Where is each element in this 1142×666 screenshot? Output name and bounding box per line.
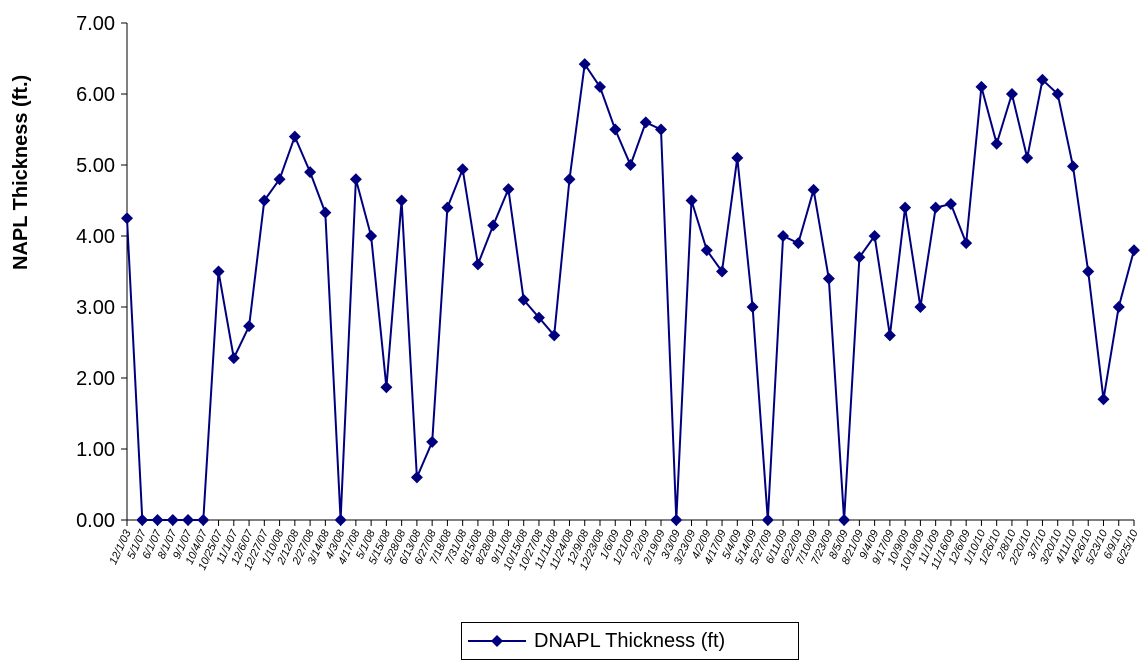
- data-point: [563, 173, 576, 186]
- data-point: [166, 514, 179, 526]
- data-point: [243, 320, 256, 333]
- data-point: [1097, 393, 1110, 406]
- data-point: [258, 194, 271, 207]
- legend: DNAPL Thickness (ft): [461, 622, 799, 660]
- y-axis-ticks: [121, 22, 127, 521]
- data-point: [273, 173, 286, 186]
- data-point: [395, 194, 408, 207]
- data-point: [944, 198, 957, 211]
- y-tick-label: 5.00: [76, 155, 115, 177]
- data-point: [471, 258, 484, 271]
- data-point: [182, 514, 195, 526]
- y-tick-label: 6.00: [76, 84, 115, 106]
- data-point: [670, 514, 683, 526]
- data-point: [716, 265, 729, 278]
- data-point: [1066, 160, 1079, 173]
- data-point: [212, 265, 225, 278]
- data-point: [1128, 244, 1140, 257]
- data-point: [349, 173, 362, 186]
- y-tick-label: 0.00: [76, 510, 115, 532]
- data-point: [487, 219, 500, 232]
- data-point: [288, 130, 301, 143]
- data-point: [319, 206, 332, 219]
- x-axis-tick-labels: 12/1/035/1/076/1/078/1/079/1/0710/4/0710…: [107, 527, 1141, 572]
- series-line-dnapl-thickness: [126, 61, 1135, 521]
- data-point: [868, 230, 881, 242]
- legend-marker-icon: [468, 635, 526, 647]
- data-point: [1082, 265, 1095, 278]
- data-point: [456, 163, 469, 176]
- data-point: [639, 116, 652, 129]
- data-point: [883, 329, 896, 342]
- data-point: [1051, 88, 1064, 100]
- data-point: [929, 201, 942, 214]
- data-point: [777, 230, 790, 242]
- data-point: [517, 293, 530, 306]
- data-point: [227, 352, 240, 365]
- data-point: [1021, 151, 1034, 164]
- data-point: [532, 311, 545, 324]
- data-point: [731, 151, 744, 164]
- y-tick-label: 2.00: [76, 368, 115, 390]
- data-point: [121, 212, 133, 225]
- data-point: [990, 137, 1003, 150]
- data-point: [807, 183, 820, 196]
- data-point: [899, 201, 912, 214]
- data-point: [410, 471, 423, 484]
- data-point: [304, 166, 317, 179]
- data-point: [960, 237, 973, 250]
- data-point: [975, 80, 988, 93]
- y-tick-label: 1.00: [76, 439, 115, 461]
- data-point: [624, 159, 637, 171]
- y-axis-tick-labels: 0.00 1.00 2.00 3.00 4.00 5.00 6.00 7.00: [76, 13, 115, 532]
- data-point: [548, 329, 561, 342]
- data-point: [502, 183, 515, 196]
- data-point: [838, 514, 851, 526]
- data-point: [1036, 73, 1049, 86]
- data-point: [578, 58, 591, 71]
- data-point: [151, 514, 164, 526]
- data-point: [136, 514, 149, 526]
- data-point: [380, 381, 393, 394]
- data-point: [746, 301, 759, 313]
- data-point: [426, 435, 439, 448]
- data-point: [655, 123, 668, 136]
- data-point: [365, 230, 378, 242]
- y-axis-label: NAPL Thickness (ft.): [10, 74, 32, 270]
- data-point: [853, 251, 866, 264]
- data-point: [197, 514, 210, 526]
- data-point: [334, 514, 347, 526]
- data-point: [822, 272, 835, 285]
- data-point: [1005, 88, 1018, 100]
- data-point: [761, 514, 774, 526]
- data-point: [593, 80, 606, 93]
- x-axis-ticks: [126, 520, 1135, 526]
- data-point: [914, 301, 927, 313]
- data-point: [441, 201, 454, 214]
- y-tick-label: 4.00: [76, 226, 115, 248]
- data-point: [1112, 301, 1125, 313]
- data-point: [700, 244, 713, 257]
- legend-label: DNAPL Thickness (ft): [534, 629, 726, 652]
- y-tick-label: 7.00: [76, 13, 115, 35]
- data-point: [792, 237, 805, 250]
- data-point: [685, 194, 698, 207]
- data-point: [609, 123, 622, 136]
- y-tick-label: 3.00: [76, 297, 115, 319]
- series-markers: [121, 58, 1140, 526]
